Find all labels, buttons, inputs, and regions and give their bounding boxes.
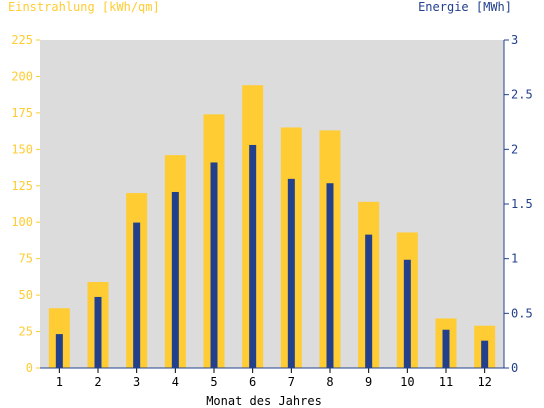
left-tick-label: 100 (11, 215, 33, 229)
energy-bar (94, 296, 102, 368)
energy-bar (326, 183, 334, 368)
energy-bars (55, 144, 489, 368)
x-tick-label: 1 (56, 375, 63, 389)
left-tick-label: 50 (19, 288, 33, 302)
energy-bar (403, 259, 411, 368)
right-tick-label: 3 (511, 33, 518, 47)
right-tick-label: 2.5 (511, 88, 533, 102)
energy-bar (55, 334, 63, 368)
right-axis: 0 0.5 1 1.5 2 2.5 3 (504, 33, 533, 375)
x-tick-label: 9 (365, 375, 372, 389)
x-axis-title: Monat des Jahres (206, 394, 322, 408)
left-tick-label: 150 (11, 142, 33, 156)
energy-bar (249, 144, 257, 368)
x-tick-label: 6 (249, 375, 256, 389)
x-tick-label: 8 (326, 375, 333, 389)
right-axis-title: Energie [MWh] (418, 0, 512, 14)
right-tick-label: 1 (511, 252, 518, 266)
x-tick-label: 7 (288, 375, 295, 389)
left-tick-label: 25 (19, 325, 33, 339)
x-tick-label: 3 (133, 375, 140, 389)
energy-bar (133, 222, 141, 368)
left-tick-label: 125 (11, 179, 33, 193)
left-tick-label: 75 (19, 252, 33, 266)
energy-bar (210, 162, 218, 368)
left-axis: 0 25 50 75 100 125 150 175 200 225 (11, 33, 40, 375)
left-tick-label: 175 (11, 106, 33, 120)
right-tick-label: 2 (511, 142, 518, 156)
x-axis: 1 2 3 4 5 6 7 8 9 10 11 12 (56, 368, 492, 389)
x-tick-label: 12 (477, 375, 491, 389)
left-tick-label: 225 (11, 33, 33, 47)
plot-area (40, 40, 504, 368)
energy-bar (442, 329, 450, 368)
x-tick-label: 11 (439, 375, 453, 389)
left-tick-label: 200 (11, 69, 33, 83)
right-tick-label: 0 (511, 361, 518, 375)
left-tick-label: 0 (26, 361, 33, 375)
energy-bar (365, 234, 373, 368)
x-tick-label: 10 (400, 375, 414, 389)
energy-bar (481, 340, 489, 368)
x-tick-label: 5 (210, 375, 217, 389)
energy-bar (171, 191, 179, 368)
right-tick-label: 1.5 (511, 197, 533, 211)
left-axis-title: Einstrahlung [kWh/qm] (8, 0, 160, 14)
right-tick-label: 0.5 (511, 306, 533, 320)
x-tick-label: 4 (172, 375, 179, 389)
energy-bar (287, 178, 295, 368)
x-tick-label: 2 (94, 375, 101, 389)
